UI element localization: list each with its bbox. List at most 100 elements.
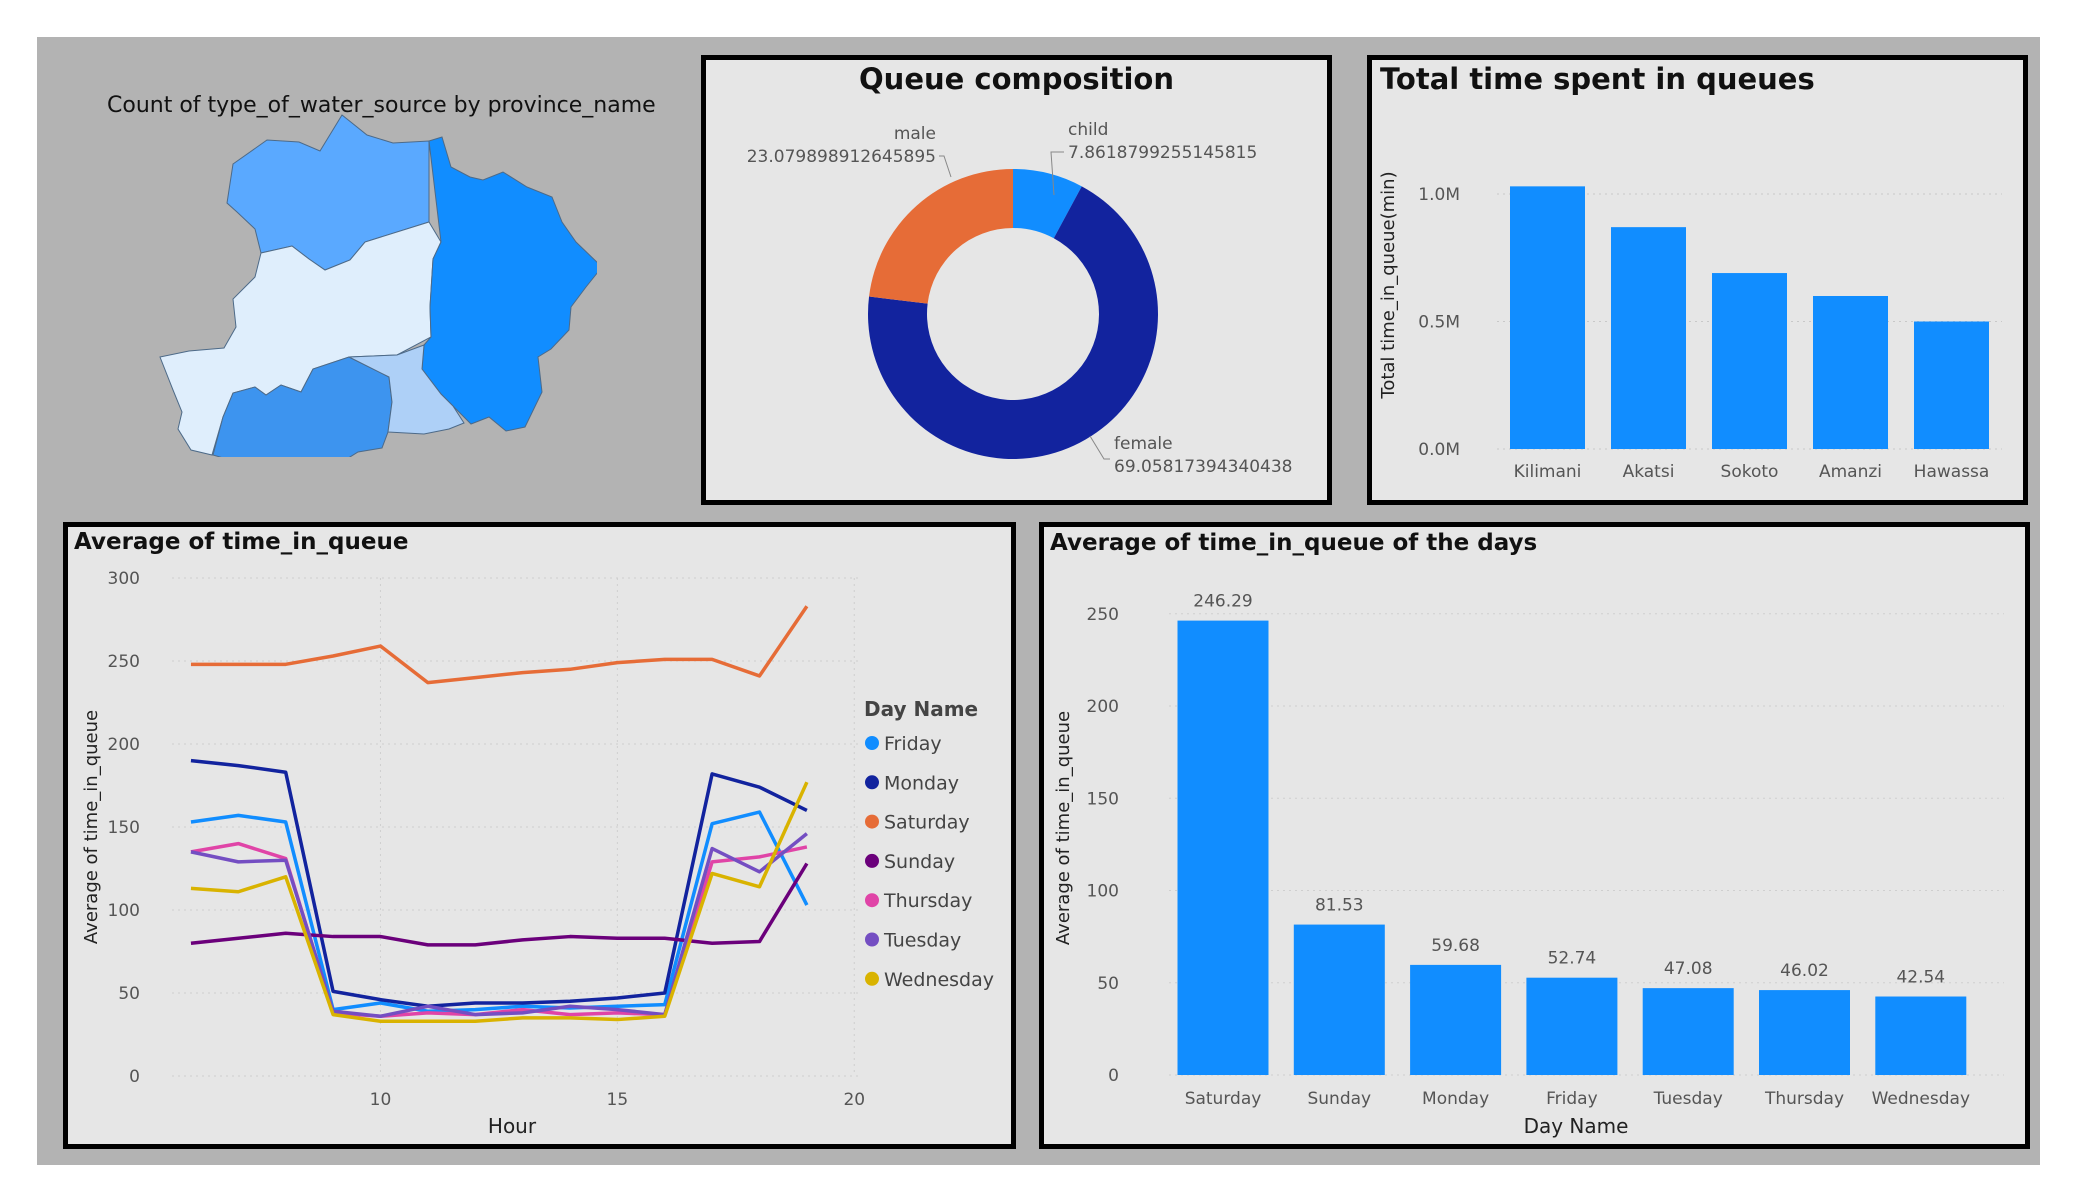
days-bar-monday (1410, 964, 1502, 1075)
line-ytick: 200 (108, 735, 140, 755)
days-xtick-monday: Monday (1422, 1089, 1489, 1109)
donut-value-child: 7.8618799255145815 (1068, 143, 1257, 163)
days-ytick: 150 (1087, 789, 1119, 809)
province-region-east (421, 136, 597, 432)
days-ytick: 0 (1108, 1066, 1119, 1086)
total-xtick-akatsi: Akatsi (1623, 462, 1675, 482)
donut-label-male: male (894, 124, 936, 144)
line-xlabel: Hour (488, 1114, 537, 1138)
days-ytick: 200 (1087, 697, 1119, 717)
total-ytick: 1.0M (1418, 185, 1460, 205)
days-ytick: 100 (1087, 882, 1119, 902)
line-ylabel: Average of time_in_queue (81, 710, 102, 944)
legend-marker-sunday (865, 853, 879, 868)
legend-marker-wednesday (865, 971, 879, 986)
avg-time-days-title: Average of time_in_queue of the days (1050, 530, 1538, 556)
days-xtick-friday: Friday (1546, 1089, 1598, 1109)
days-value-label-saturday: 246.29 (1193, 592, 1252, 612)
line-xtick: 10 (370, 1090, 392, 1110)
donut-chart[interactable]: child 7.8618799255145815 female 69.05817394… (706, 60, 1327, 500)
legend-label-saturday: Saturday (884, 812, 970, 834)
days-ytick: 250 (1087, 605, 1119, 625)
days-bar-wednesday (1875, 996, 1967, 1075)
legend-label-monday: Monday (884, 772, 959, 794)
line-series-tuesday (190, 832, 808, 1018)
legend-marker-saturday (865, 814, 879, 829)
days-bar-saturday (1177, 620, 1269, 1075)
donut-slice-female (868, 186, 1158, 460)
donut-label-child: child (1068, 120, 1108, 140)
line-series-saturday (190, 605, 809, 685)
total-ylabel: Total time_in_queue(min) (1378, 171, 1399, 399)
line-series-sunday (190, 862, 809, 947)
line-series-friday (190, 810, 809, 1014)
days-value-label-monday: 59.68 (1431, 936, 1480, 956)
avg-time-hour-title: Average of time_in_queue (74, 529, 409, 555)
donut-value-male: 23.079898912645895 (747, 147, 936, 167)
legend-label-thursday: Thursday (883, 890, 972, 912)
total-time-chart[interactable]: 0.0M 0.5M 1.0M Total time_in_queue(min) Kili… (1372, 60, 2023, 500)
legend-label-tuesday: Tuesday (883, 930, 961, 952)
queue-composition-title: Queue composition (859, 62, 1174, 96)
legend-marker-thursday (865, 893, 879, 908)
province-region-southeast (348, 344, 465, 435)
days-value-label-friday: 52.74 (1548, 949, 1597, 969)
legend-title: Day Name (864, 697, 978, 721)
days-bar-friday (1526, 977, 1618, 1075)
days-bar-thursday (1759, 990, 1850, 1075)
legend-label-sunday: Sunday (884, 851, 955, 873)
avg-time-hour-panel: Average of time_in_queue 0 50 100 150 200 250… (63, 522, 1016, 1149)
days-xtick-tuesday: Tuesday (1653, 1089, 1723, 1109)
days-value-label-wednesday: 42.54 (1896, 968, 1945, 988)
donut-slice-male (869, 169, 1013, 304)
line-series-monday (190, 758, 808, 1009)
line-series-thursday (190, 841, 808, 1018)
legend-marker-tuesday (865, 932, 879, 947)
line-ytick: 50 (118, 984, 140, 1004)
days-value-label-sunday: 81.53 (1315, 896, 1364, 916)
days-xtick-sunday: Sunday (1307, 1089, 1371, 1109)
days-xlabel: Day Name (1524, 1114, 1629, 1138)
total-ytick: 0.5M (1418, 313, 1460, 333)
donut-leader-child (1050, 151, 1064, 196)
line-xtick: 20 (843, 1090, 865, 1110)
total-bar-sokoto (1712, 273, 1787, 449)
days-xtick-thursday: Thursday (1764, 1089, 1844, 1109)
days-xtick-saturday: Saturday (1185, 1089, 1262, 1109)
total-time-panel: Total time spent in queues 0.0M 0.5M 1.0M T… (1367, 55, 2028, 505)
line-ytick: 300 (108, 569, 140, 589)
total-xtick-kilimani: Kilimani (1514, 462, 1582, 482)
avg-time-days-chart[interactable]: 0 50 100 150 200 250 Average of time_in_queue 2… (1044, 527, 2025, 1144)
legend-marker-friday (865, 736, 879, 750)
donut-value-female: 69.05817394340438 (1114, 457, 1292, 477)
line-ytick: 250 (108, 652, 140, 672)
days-value-label-tuesday: 47.08 (1664, 959, 1713, 979)
days-value-label-thursday: 46.02 (1780, 961, 1829, 981)
donut-slice-child (1013, 169, 1082, 239)
donut-leader-male (939, 155, 952, 178)
line-ytick: 150 (108, 818, 140, 838)
avg-time-days-panel: Average of time_in_queue of the days 0 50… (1039, 522, 2030, 1149)
dashboard: Count of type_of_water_source by provinc… (37, 37, 2040, 1165)
days-bar-tuesday (1642, 988, 1734, 1075)
total-time-title: Total time spent in queues (1380, 62, 1815, 96)
total-ytick: 0.0M (1418, 440, 1460, 460)
total-bar-kilimani (1510, 186, 1585, 449)
total-bar-amanzi (1813, 296, 1888, 449)
province-map[interactable] (37, 37, 597, 457)
days-ytick: 50 (1097, 974, 1119, 994)
donut-label-female: female (1114, 434, 1173, 454)
total-bar-hawassa (1914, 321, 1989, 449)
line-series-wednesday (190, 781, 809, 1023)
days-ylabel: Average of time_in_queue (1053, 711, 1074, 945)
line-xtick: 15 (607, 1090, 629, 1110)
total-xtick-hawassa: Hawassa (1914, 462, 1990, 482)
total-xtick-sokoto: Sokoto (1721, 462, 1779, 482)
map-title: Count of type_of_water_source by provinc… (107, 93, 656, 118)
days-xtick-wednesday: Wednesday (1872, 1089, 1970, 1109)
avg-time-hour-chart[interactable]: 0 50 100 150 200 250 300 10 15 20 Hour Average of t… (68, 527, 1011, 1144)
legend-marker-monday (865, 775, 879, 790)
donut-leader-female (1089, 435, 1110, 460)
queue-composition-panel: Queue composition child 7.861879925514581… (701, 55, 1332, 505)
total-bar-akatsi (1611, 227, 1686, 449)
